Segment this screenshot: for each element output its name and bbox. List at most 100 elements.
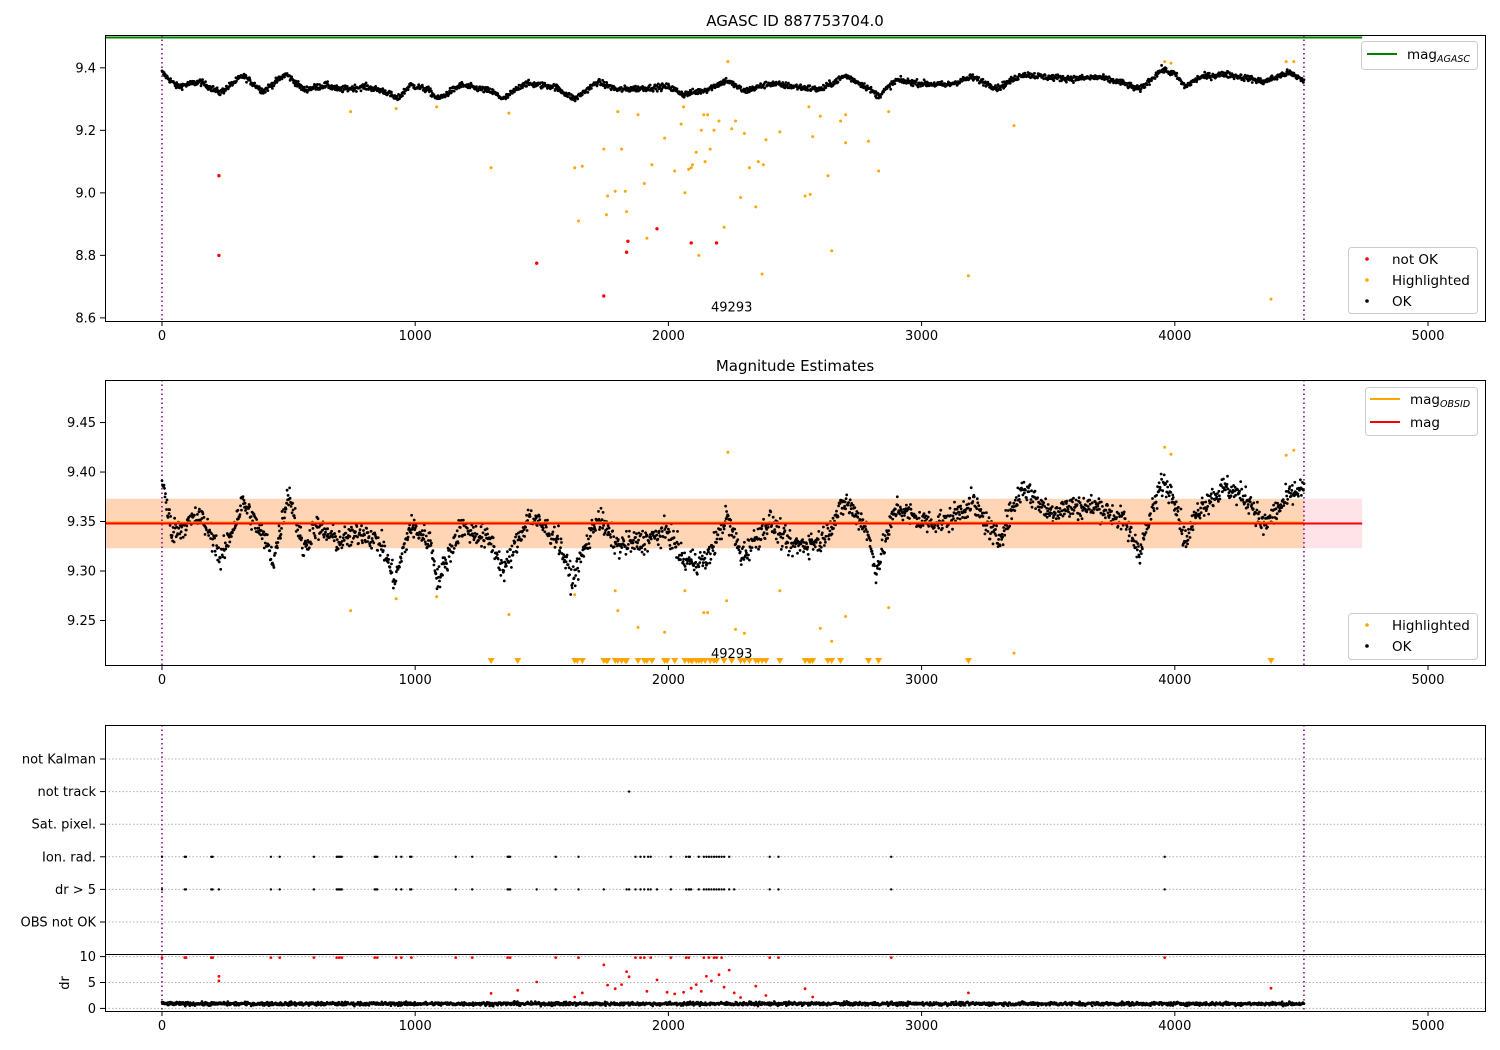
flag-point — [508, 855, 512, 858]
ok-point — [504, 97, 508, 101]
ok-point — [316, 83, 319, 86]
ok-point — [1175, 71, 1179, 75]
ok-point — [982, 511, 986, 515]
x-tick-label: 2000 — [652, 673, 685, 688]
ok-point — [1118, 78, 1122, 82]
ok-point — [926, 515, 930, 519]
ok-point — [729, 518, 733, 522]
ok-point — [899, 74, 903, 78]
ok-point — [743, 540, 746, 544]
ok-point — [626, 547, 630, 550]
highlighted-point — [394, 597, 398, 601]
highlighted-point — [636, 625, 640, 629]
ok-point — [631, 546, 634, 550]
ok-point — [496, 557, 500, 561]
ok-point — [247, 503, 251, 506]
ok-point — [285, 72, 289, 75]
ok-point — [1160, 64, 1163, 67]
ok-point — [571, 582, 575, 585]
flag-point — [639, 855, 642, 858]
ok-point — [461, 518, 465, 522]
ok-point — [1184, 529, 1187, 532]
ok-point — [695, 572, 699, 576]
ok-point — [387, 558, 391, 561]
ok-point — [689, 550, 693, 553]
ok-point — [836, 80, 840, 84]
ok-point — [499, 574, 503, 577]
ok-point — [934, 530, 938, 534]
ok-point — [866, 84, 869, 88]
ok-point — [1028, 483, 1032, 487]
highlighted-point — [1012, 124, 1016, 128]
ok-point — [359, 89, 363, 93]
highlighted-point — [507, 613, 511, 616]
ok-point — [1033, 489, 1037, 493]
ok-point — [634, 536, 637, 539]
ok-point — [573, 99, 577, 103]
ok-point — [1002, 526, 1005, 529]
ok-point — [361, 541, 364, 545]
ok-point — [848, 510, 852, 514]
highlighted-limit-marker — [740, 658, 748, 665]
ok-point — [600, 518, 604, 522]
ok-point — [1145, 83, 1149, 87]
ok-point — [1088, 498, 1092, 502]
ok-point — [997, 538, 1000, 541]
ok-point — [734, 542, 738, 546]
ok-point — [263, 90, 267, 94]
panel-agasc-annotation: 49293 — [711, 301, 752, 316]
ok-point — [280, 510, 284, 513]
ok-point — [759, 82, 762, 86]
legend-label: Highlighted — [1392, 618, 1470, 634]
ok-point — [734, 532, 738, 535]
ok-point — [1225, 482, 1229, 486]
highlighted-limit-marker — [648, 658, 656, 665]
ok-point — [1275, 77, 1279, 81]
ok-point — [986, 80, 990, 84]
ok-point — [513, 540, 517, 544]
y-tick-label: 9.40 — [67, 466, 96, 481]
highlighted-limit-marker — [776, 658, 784, 665]
ok-point — [665, 524, 668, 528]
ok-point — [1194, 516, 1197, 520]
ok-point — [1239, 480, 1243, 483]
flag-point — [710, 855, 713, 858]
highlighted-point — [966, 274, 970, 278]
ok-point — [422, 537, 426, 541]
ok-point — [738, 550, 742, 554]
ok-point — [1243, 494, 1247, 497]
ok-point — [1238, 76, 1242, 79]
ok-point — [214, 553, 218, 557]
legend-frame — [1348, 247, 1478, 314]
ok-point — [1229, 494, 1233, 498]
flag-point — [554, 888, 557, 891]
ok-point — [424, 542, 428, 546]
legend-frame — [1348, 613, 1478, 660]
ok-point — [437, 575, 440, 579]
panel-agasc-frame — [105, 35, 1486, 322]
ok-point — [895, 495, 899, 499]
ok-point — [765, 528, 768, 531]
ok-point — [705, 91, 709, 94]
ok-point — [178, 532, 182, 536]
ok-point — [679, 541, 683, 545]
ok-point — [1010, 517, 1014, 521]
ok-point — [605, 81, 608, 84]
y-tick-label: 9.0 — [75, 186, 96, 201]
highlighted-point — [349, 609, 353, 613]
ok-point — [1034, 507, 1037, 510]
ok-point — [1033, 71, 1036, 75]
ok-point — [564, 566, 567, 570]
ok-point — [345, 542, 349, 546]
ok-point — [778, 517, 782, 520]
ok-point — [1036, 496, 1039, 500]
ok-point — [346, 536, 350, 540]
ok-point — [859, 512, 863, 516]
highlighted-point — [663, 136, 667, 140]
ok-point — [567, 566, 571, 570]
ok-point — [1089, 493, 1093, 497]
ok-point — [285, 488, 289, 492]
ok-point — [1203, 70, 1207, 74]
ok-point — [777, 525, 781, 529]
ok-point — [164, 501, 168, 504]
